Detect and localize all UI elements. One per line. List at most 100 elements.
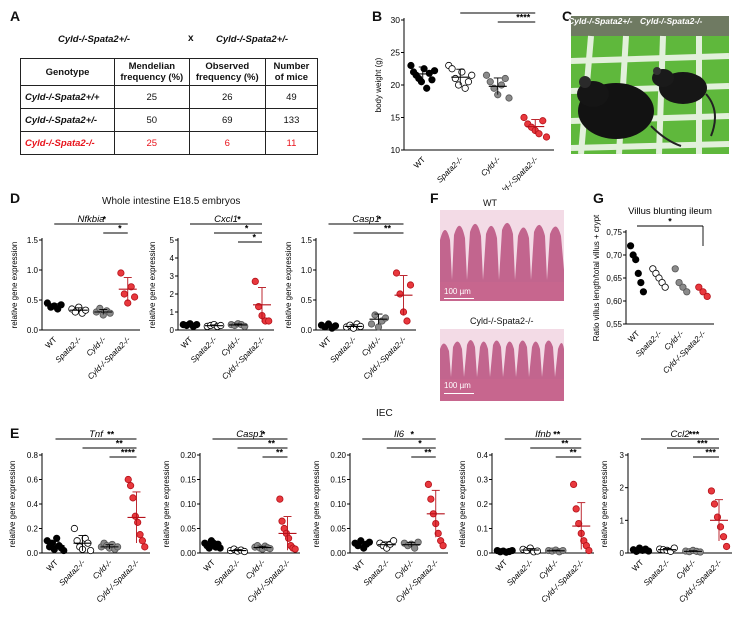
data-point xyxy=(406,281,415,289)
y-tick-label: 0.0 xyxy=(477,549,489,558)
y-tick-label: 0.1 xyxy=(477,525,489,534)
histo-bottom-label: Cyld-/-Spata2-/- xyxy=(470,316,534,326)
y-tick-label: 1.0 xyxy=(27,266,39,275)
data-point xyxy=(707,487,716,495)
y-tick-label: 0.2 xyxy=(477,500,489,509)
y-tick-label: 0.0 xyxy=(301,326,313,335)
table-cell: 133 xyxy=(264,108,319,132)
y-tick-label: 0.4 xyxy=(27,500,39,509)
x-tick-label: Spata2-/- xyxy=(54,335,84,365)
data-point xyxy=(129,494,137,502)
data-point xyxy=(141,543,149,551)
table-cell: 49 xyxy=(264,85,319,109)
scale-bar-label: 100 µm xyxy=(444,287,471,296)
x-tick-label: WT xyxy=(494,558,509,573)
data-point xyxy=(106,309,114,317)
significance-label: *** xyxy=(705,448,716,458)
data-point xyxy=(508,546,516,555)
table-header: Genotype xyxy=(20,58,115,86)
table-cell: 11 xyxy=(264,131,319,155)
scale-bar-label: 100 µm xyxy=(444,381,471,390)
data-point xyxy=(539,117,547,125)
x-tick-label: Cyld-/- xyxy=(537,558,560,581)
data-point xyxy=(73,537,81,545)
y-tick-label: 0,75 xyxy=(606,228,622,237)
data-point xyxy=(719,533,728,541)
x-tick-label: WT xyxy=(412,155,427,170)
data-point xyxy=(216,544,224,552)
histology-dko-graphic xyxy=(440,329,564,401)
y-tick-label: 2 xyxy=(620,484,625,493)
data-point xyxy=(634,269,642,278)
data-point xyxy=(670,544,678,552)
y-axis-label: relative gene expression xyxy=(8,461,17,548)
significance-label: ** xyxy=(384,224,392,234)
data-point xyxy=(423,84,431,92)
x-tick-label: Spata2-/- xyxy=(189,335,219,365)
x-tick-label: Cyld-/-Spata2-/- xyxy=(86,335,133,382)
data-point xyxy=(535,130,543,138)
significance-label: * xyxy=(118,224,122,234)
significance-label: * xyxy=(418,439,422,449)
data-point xyxy=(251,277,259,286)
data-point xyxy=(637,279,645,287)
data-point xyxy=(451,74,459,83)
y-axis-label: relative gene expression xyxy=(458,461,467,548)
data-point xyxy=(661,283,669,291)
significance-label: ** xyxy=(561,439,569,449)
chart-casp1-embryo: Casp1 relative gene expression 0.0 0.5 1.0 1.… xyxy=(284,214,416,381)
chart-nfkbia: Nfkbia relative gene expression 0.0 0.5 1.0 1… xyxy=(10,214,140,382)
data-point xyxy=(70,524,79,533)
data-point xyxy=(131,512,139,520)
data-point xyxy=(126,482,135,490)
significance-label: * xyxy=(668,217,672,227)
significance-label: * xyxy=(378,215,382,225)
significance-label: *** xyxy=(689,430,700,440)
x-tick-label: Spata2-/- xyxy=(435,155,465,185)
chart-villus: Villus blunting ileum Ratio villus length… xyxy=(592,206,714,375)
x-tick-label: WT xyxy=(630,558,645,573)
chart-body-weight: body weight (g)1015202530************WTS… xyxy=(374,12,554,190)
panel-b-label: B xyxy=(372,8,383,24)
y-tick-label: 1.5 xyxy=(301,236,313,245)
y-tick-label: 1 xyxy=(170,308,175,317)
data-point xyxy=(671,265,679,273)
data-point xyxy=(626,242,635,250)
data-point xyxy=(371,311,379,319)
table-cell: 25 xyxy=(114,131,190,155)
table-cell-genotype: Cyld-/-Spata2-/- xyxy=(20,131,115,155)
data-point xyxy=(710,500,719,508)
y-tick-label: 0 xyxy=(620,549,625,558)
y-tick-label: 0.3 xyxy=(477,476,489,485)
y-tick-label: 15 xyxy=(391,113,401,123)
data-point xyxy=(542,133,551,141)
data-point xyxy=(703,292,711,301)
photo-label-left: Cyld-/-Spata2+/- xyxy=(568,16,633,26)
y-tick-label: 0.05 xyxy=(330,525,346,534)
y-tick-label: 1.5 xyxy=(27,236,39,245)
cross-left: Cyld-/-Spata2+/- xyxy=(58,34,131,45)
histo-top-label: WT xyxy=(483,198,497,208)
data-point xyxy=(695,283,703,291)
data-point xyxy=(403,317,411,325)
panel-c-label: C xyxy=(562,8,573,24)
table-cell: 6 xyxy=(188,131,266,155)
y-tick-label: 0.00 xyxy=(180,549,196,558)
data-point xyxy=(644,547,653,555)
data-point xyxy=(120,290,128,298)
data-point xyxy=(278,517,286,525)
x-tick-label: Cyld-/- xyxy=(91,558,114,581)
chart-title: Cxcl1 xyxy=(214,214,238,225)
data-point xyxy=(392,269,401,277)
data-point xyxy=(455,81,463,89)
data-point xyxy=(265,317,273,325)
data-point xyxy=(464,78,473,86)
y-tick-label: 1 xyxy=(620,516,625,525)
y-tick-label: 0.5 xyxy=(27,296,39,305)
table-cell: 50 xyxy=(114,108,190,132)
data-point xyxy=(713,513,722,521)
data-point xyxy=(482,71,491,79)
x-tick-label: Spata2-/- xyxy=(362,558,392,588)
significance-label: **** xyxy=(516,13,531,23)
y-tick-label: 0.05 xyxy=(180,525,196,534)
